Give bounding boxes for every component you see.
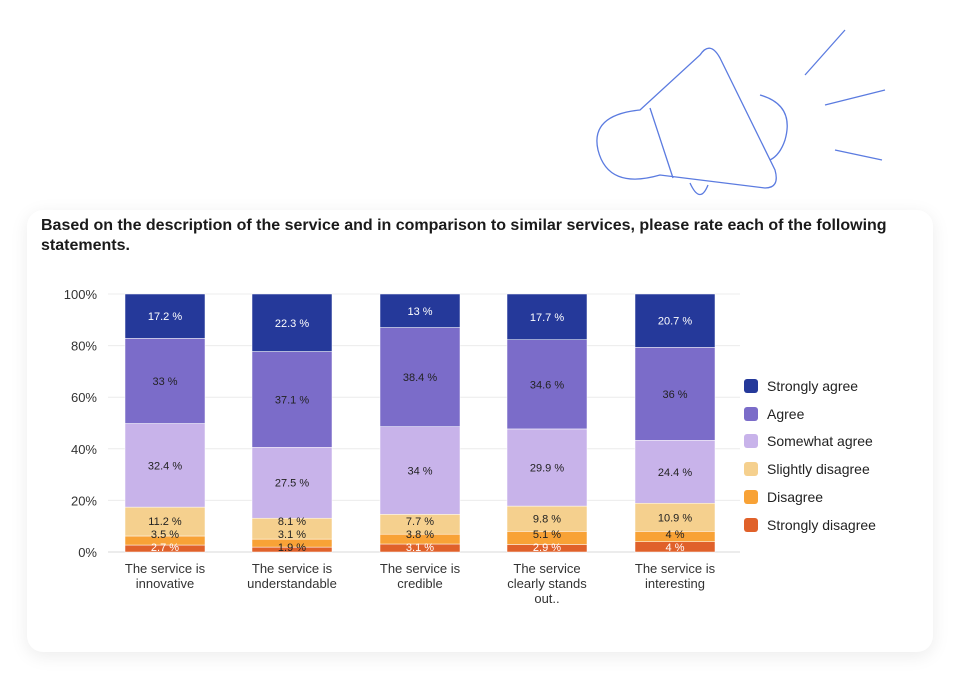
x-tick-label: The service is	[125, 561, 206, 576]
data-label: 29.9 %	[530, 463, 564, 475]
data-label: 13 %	[407, 306, 432, 318]
legend: Strongly agree Agree Somewhat agree Slightl…	[744, 372, 876, 539]
bar-segment	[634, 347, 716, 441]
bar-segment	[634, 293, 716, 348]
legend-label: Disagree	[767, 489, 824, 506]
bar-segment	[251, 351, 333, 448]
y-tick-label: 60%	[71, 390, 97, 405]
data-label: 3.1 %	[278, 529, 306, 541]
legend-label: Strongly agree	[767, 377, 859, 394]
data-label: 3.1 %	[406, 542, 434, 554]
bar-segment	[506, 505, 588, 532]
y-tick-label: 40%	[71, 442, 97, 457]
data-label: 7.7 %	[406, 516, 434, 528]
data-label: 17.7 %	[530, 312, 564, 324]
legend-label: Slightly disagree	[767, 461, 870, 478]
x-tick-label: The service	[513, 561, 580, 576]
data-label: 2.9 %	[533, 542, 561, 554]
x-tick-label: The service is	[635, 561, 716, 576]
data-label: 20.7 %	[658, 316, 692, 328]
data-label: 5.1 %	[533, 529, 561, 541]
data-label: 36 %	[662, 389, 687, 401]
data-label: 33 %	[152, 376, 177, 388]
x-tick-label: The service is	[252, 561, 333, 576]
x-tick-label: The service is	[380, 561, 461, 576]
y-tick-label: 100%	[64, 287, 98, 302]
data-label: 34.6 %	[530, 379, 564, 391]
data-label: 4 %	[666, 529, 685, 541]
bar-segment	[634, 502, 716, 532]
legend-item[interactable]: Agree	[744, 400, 876, 428]
y-tick-label: 20%	[71, 493, 97, 508]
data-label: 3.5 %	[151, 529, 179, 541]
data-label: 10.9 %	[658, 512, 692, 524]
x-tick-label: interesting	[645, 576, 705, 591]
x-tick-label: credible	[397, 576, 443, 591]
legend-item[interactable]: Disagree	[744, 483, 876, 511]
data-label: 4 %	[666, 542, 685, 554]
bar-segment	[379, 293, 461, 328]
legend-item[interactable]: Strongly agree	[744, 372, 876, 400]
bar-segment	[251, 447, 333, 519]
legend-item[interactable]: Strongly disagree	[744, 511, 876, 539]
legend-swatch	[744, 434, 758, 449]
legend-swatch	[744, 517, 758, 532]
legend-swatch	[744, 490, 758, 505]
data-label: 32.4 %	[148, 460, 182, 472]
bar-segment	[506, 339, 588, 430]
bar-segment	[379, 426, 461, 515]
bar-segment	[634, 440, 716, 504]
bar-segment	[124, 506, 206, 537]
data-label: 1.9 %	[278, 542, 306, 554]
legend-swatch	[744, 462, 758, 477]
data-label: 11.2 %	[148, 516, 182, 528]
y-tick-label: 0%	[78, 545, 97, 560]
bar-segment	[506, 293, 588, 340]
data-label: 2.7 %	[151, 542, 179, 554]
x-tick-label: out..	[534, 591, 559, 606]
bar-segment	[506, 428, 588, 507]
x-tick-label: clearly stands	[507, 576, 587, 591]
legend-item[interactable]: Somewhat agree	[744, 428, 876, 456]
legend-swatch	[744, 406, 758, 421]
legend-label: Strongly disagree	[767, 516, 876, 533]
data-label: 27.5 %	[275, 478, 309, 490]
data-label: 38.4 %	[403, 372, 437, 384]
data-label: 24.4 %	[658, 467, 692, 479]
bar-segment	[251, 293, 333, 352]
legend-swatch	[744, 378, 758, 393]
data-label: 22.3 %	[275, 318, 309, 330]
megaphone-illustration	[596, 29, 886, 196]
data-label: 8.1 %	[278, 516, 306, 528]
x-tick-label: understandable	[247, 576, 337, 591]
bar-segment	[124, 293, 206, 339]
x-tick-label: innovative	[136, 576, 195, 591]
legend-item[interactable]: Slightly disagree	[744, 455, 876, 483]
legend-label: Somewhat agree	[767, 433, 873, 450]
y-tick-label: 80%	[71, 339, 97, 354]
data-label: 37.1 %	[275, 394, 309, 406]
legend-label: Agree	[767, 405, 805, 422]
bar-segment	[379, 327, 461, 427]
question-title: Based on the description of the service …	[41, 217, 887, 254]
bar-segment	[124, 338, 206, 424]
data-label: 9.8 %	[533, 514, 561, 526]
data-label: 34 %	[407, 465, 432, 477]
data-label: 17.2 %	[148, 311, 182, 323]
data-label: 3.8 %	[406, 529, 434, 541]
bar-segment	[124, 423, 206, 508]
